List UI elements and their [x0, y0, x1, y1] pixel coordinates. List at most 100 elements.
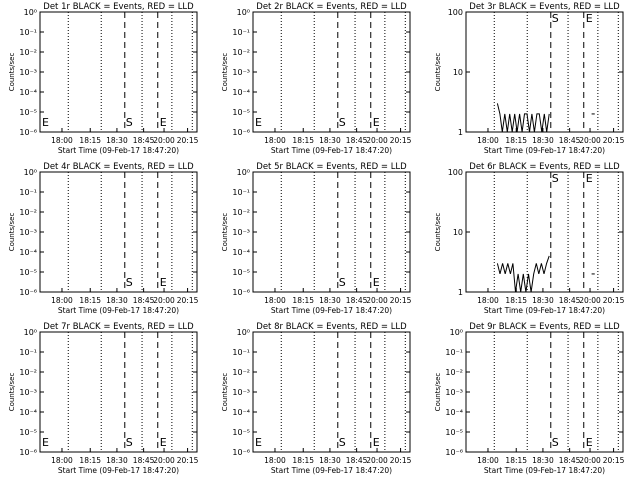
y-tick-label: 10 [453, 228, 463, 237]
y-tick-label: 10⁻⁴ [232, 248, 250, 257]
chart-panel-9: Det 9r BLACK = Events, RED = LLD Counts/s… [434, 322, 625, 475]
chart-title: Det 3r BLACK = Events, RED = LLD [469, 2, 620, 12]
y-tick-label: 1 [458, 128, 463, 137]
x-tick-label: 18:15 [505, 296, 527, 305]
plot-frame [252, 331, 411, 453]
y-tick-label: 10 [453, 68, 463, 77]
series-line [496, 255, 550, 293]
y-axis-label: Counts/sec [8, 213, 16, 252]
y-tick-label: 10⁻⁴ [232, 408, 250, 417]
x-axis-label: Start Time (09-Feb-17 18:47:20) [271, 466, 392, 475]
y-axis-label: Counts/sec [8, 53, 16, 92]
y-tick-label: 10⁰ [237, 168, 250, 177]
chart-title: Det 5r BLACK = Events, RED = LLD [256, 162, 407, 172]
x-tick-label: 20:15 [177, 456, 199, 465]
chart-panel-1: Det 1r BLACK = Events, RED = LLD Counts/s… [8, 2, 199, 155]
y-tick-label: 10⁻⁵ [232, 428, 250, 437]
x-tick-label: 20:15 [390, 456, 412, 465]
y-tick-label: 10⁻⁴ [19, 248, 37, 257]
y-axis-label: Counts/sec [221, 53, 229, 92]
y-tick-label: 10⁻⁵ [232, 108, 250, 117]
y-tick-label: 10⁻³ [232, 228, 250, 237]
y-tick-label: 10⁻² [19, 208, 37, 217]
y-tick-label: 10⁰ [24, 168, 37, 177]
x-tick-label: 18:00 [264, 136, 286, 145]
chart-panel-7: Det 7r BLACK = Events, RED = LLD Counts/s… [8, 322, 199, 475]
chart-panel-4: Det 4r BLACK = Events, RED = LLD Counts/s… [8, 162, 199, 315]
x-tick-label: 20:15 [390, 296, 412, 305]
y-tick-label: 10⁻⁶ [232, 448, 250, 457]
x-axis-label: Start Time (09-Feb-17 18:47:20) [484, 466, 605, 475]
x-tick-label: 18:45 [559, 136, 581, 145]
y-axis-label: Counts/sec [434, 373, 442, 412]
x-tick-label: 18:30 [106, 136, 128, 145]
y-tick-label: 10⁻⁶ [232, 128, 250, 137]
plot-frame [39, 11, 198, 133]
e-marker-label-left: E [42, 436, 49, 449]
x-tick-label: 18:15 [505, 136, 527, 145]
y-tick-label: 10⁻³ [19, 388, 37, 397]
y-tick-label: 1 [458, 288, 463, 297]
x-tick-label: 18:30 [106, 296, 128, 305]
s-marker-label: S [126, 276, 133, 289]
plot-frame [252, 11, 411, 133]
x-tick-label: 18:00 [264, 296, 286, 305]
x-tick-label: 20:00 [366, 456, 388, 465]
y-tick-label: 10⁰ [237, 328, 250, 337]
y-tick-label: 10⁻³ [19, 68, 37, 77]
e-marker-label-right: E [586, 172, 593, 185]
y-tick-label: 100 [448, 8, 463, 17]
y-tick-label: 10⁻⁵ [232, 268, 250, 277]
e-marker-label-right: E [373, 116, 380, 129]
plot-frame [252, 171, 411, 293]
x-tick-label: 18:45 [133, 296, 155, 305]
e-marker-label-left: E [42, 116, 49, 129]
y-tick-label: 10⁻⁴ [19, 408, 37, 417]
x-tick-label: 18:15 [292, 456, 314, 465]
x-tick-label: 20:15 [390, 136, 412, 145]
s-marker-label: S [339, 276, 346, 289]
y-tick-label: 10⁻² [232, 368, 250, 377]
plot-frame [39, 331, 198, 453]
x-tick-label: 18:30 [319, 296, 341, 305]
x-tick-label: 18:00 [51, 136, 73, 145]
e-marker-label-right: E [586, 436, 593, 449]
x-tick-label: 18:45 [346, 456, 368, 465]
plot-frame [39, 171, 198, 293]
y-tick-label: 100 [448, 168, 463, 177]
y-tick-label: 10⁻⁶ [19, 288, 37, 297]
y-tick-label: 10⁻² [445, 368, 463, 377]
x-tick-label: 20:15 [603, 136, 625, 145]
e-marker-label-right: E [373, 436, 380, 449]
x-tick-label: 18:30 [319, 136, 341, 145]
s-marker-label: S [552, 172, 559, 185]
x-tick-label: 18:45 [346, 136, 368, 145]
y-tick-label: 10⁻¹ [445, 348, 463, 357]
x-axis-label: Start Time (09-Feb-17 18:47:20) [58, 146, 179, 155]
x-tick-label: 20:00 [579, 296, 601, 305]
x-tick-label: 18:00 [51, 296, 73, 305]
y-tick-label: 10⁻⁴ [445, 408, 463, 417]
x-tick-label: 18:45 [559, 456, 581, 465]
chart-title: Det 8r BLACK = Events, RED = LLD [256, 322, 407, 332]
x-tick-label: 18:15 [79, 456, 101, 465]
x-tick-label: 18:15 [292, 136, 314, 145]
e-marker-label-left: E [255, 116, 262, 129]
y-axis-label: Counts/sec [434, 53, 442, 92]
y-axis-label: Counts/sec [8, 373, 16, 412]
chart-title: Det 4r BLACK = Events, RED = LLD [43, 162, 194, 172]
x-tick-label: 18:15 [79, 296, 101, 305]
y-tick-label: 10⁻¹ [19, 348, 37, 357]
y-tick-label: 10⁻¹ [232, 28, 250, 37]
chart-title: Det 2r BLACK = Events, RED = LLD [256, 2, 407, 12]
e-marker-label-right: E [160, 436, 167, 449]
y-tick-label: 10⁻¹ [232, 348, 250, 357]
y-tick-label: 10⁻⁵ [445, 428, 463, 437]
x-axis-label: Start Time (09-Feb-17 18:47:20) [484, 306, 605, 315]
x-tick-label: 18:30 [532, 296, 554, 305]
y-tick-label: 10⁻² [19, 368, 37, 377]
x-tick-label: 20:00 [579, 136, 601, 145]
y-tick-label: 10⁻³ [232, 388, 250, 397]
x-tick-label: 20:00 [153, 296, 175, 305]
